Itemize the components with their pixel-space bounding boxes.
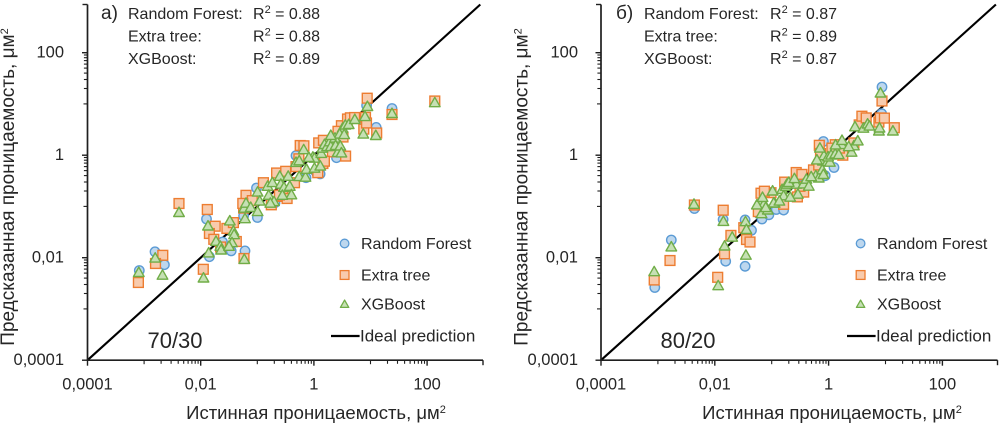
svg-text:Предсказанная проницаемость, μ: Предсказанная проницаемость, μм2 [512,28,533,345]
svg-text:70/30: 70/30 [147,328,202,353]
svg-text:R2 = 0.87: R2 = 0.87 [770,4,837,23]
svg-text:R2 = 0.89: R2 = 0.89 [253,49,320,68]
svg-text:1: 1 [309,376,318,394]
svg-text:100: 100 [929,376,957,394]
svg-text:Extra tree: Extra tree [877,268,946,285]
svg-text:100: 100 [36,44,64,62]
svg-text:0,01: 0,01 [546,249,578,267]
svg-text:Extra tree:: Extra tree: [128,29,202,46]
svg-text:0,0001: 0,0001 [14,351,64,369]
svg-text:a): a) [101,3,118,24]
svg-text:80/20: 80/20 [660,328,715,353]
svg-text:Random Forest:: Random Forest: [644,6,759,23]
svg-text:XGBoost:: XGBoost: [644,51,712,68]
svg-text:Предсказанная проницаемость, μ: Предсказанная проницаемость, μм2 [0,28,19,345]
svg-text:R2 = 0.87: R2 = 0.87 [770,49,837,68]
svg-text:Random Forest:: Random Forest: [128,6,243,23]
svg-text:Ideal prediction: Ideal prediction [360,327,475,346]
svg-text:1: 1 [824,376,833,394]
svg-text:XGBoost: XGBoost [361,297,426,314]
svg-text:1: 1 [55,146,64,164]
svg-text:Extra tree:: Extra tree: [644,29,718,46]
svg-text:0,0001: 0,0001 [528,351,578,369]
svg-text:Random Forest: Random Forest [361,236,472,253]
svg-text:Истинная проницаемость, μм2: Истинная проницаемость, μм2 [186,402,446,423]
svg-text:1: 1 [569,146,578,164]
svg-text:0,0001: 0,0001 [62,376,112,394]
svg-text:0,01: 0,01 [32,249,64,267]
svg-text:R2 = 0.88: R2 = 0.88 [253,27,320,46]
svg-text:Истинная проницаемость, μм2: Истинная проницаемость, μм2 [702,402,962,423]
svg-text:R2 = 0.88: R2 = 0.88 [253,4,320,23]
svg-text:Ideal prediction: Ideal prediction [876,327,991,346]
svg-text:XGBoost: XGBoost [877,297,942,314]
svg-text:R2 = 0.89: R2 = 0.89 [770,27,837,46]
svg-text:XGBoost:: XGBoost: [128,51,196,68]
svg-text:0,0001: 0,0001 [576,376,626,394]
svg-text:100: 100 [550,44,578,62]
svg-text:100: 100 [413,376,441,394]
svg-text:б): б) [616,3,633,24]
svg-text:0,01: 0,01 [699,376,731,394]
svg-text:Extra tree: Extra tree [361,268,430,285]
svg-text:0,01: 0,01 [185,376,217,394]
svg-text:Random Forest: Random Forest [877,236,988,253]
